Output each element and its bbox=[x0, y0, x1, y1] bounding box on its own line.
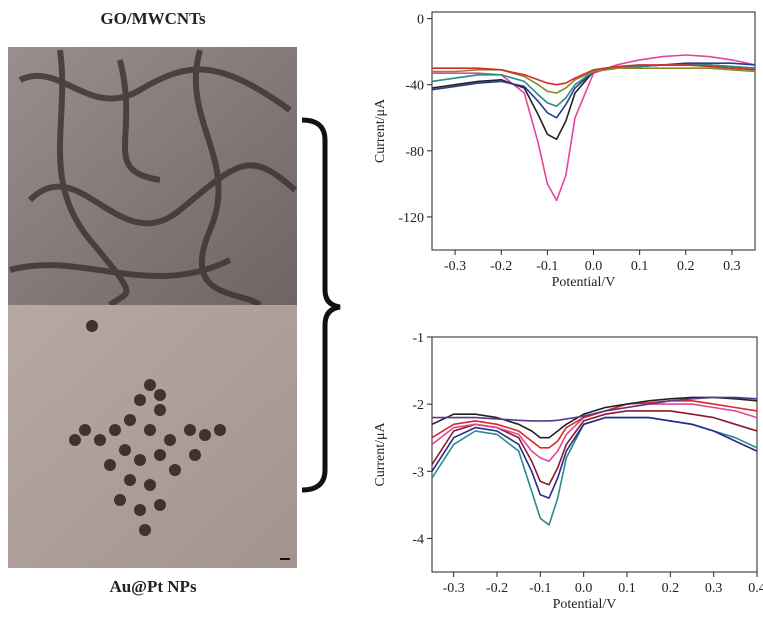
x-tick-label: 0.0 bbox=[585, 259, 603, 274]
curve bbox=[431, 416, 758, 499]
x-tick-label: -0.3 bbox=[444, 259, 466, 274]
curve bbox=[432, 64, 756, 86]
curve bbox=[431, 64, 756, 141]
x-tick-label: 0.2 bbox=[662, 581, 680, 596]
x-tick-label: -0.3 bbox=[443, 581, 465, 596]
x-tick-label: -0.2 bbox=[490, 259, 512, 274]
nanoparticles bbox=[69, 320, 226, 536]
x-tick-label: 0.2 bbox=[677, 259, 695, 274]
y-tick-label: 0 bbox=[417, 13, 424, 28]
y-tick-label: -1 bbox=[412, 331, 424, 346]
curve bbox=[432, 54, 756, 202]
x-tick-label: 0.0 bbox=[575, 581, 593, 596]
curve bbox=[431, 396, 758, 439]
x-tick-label: 0.3 bbox=[723, 259, 741, 274]
scale-bar bbox=[280, 558, 290, 560]
x-axis-title: Potential/V bbox=[553, 597, 617, 612]
tem-image bbox=[8, 305, 297, 568]
plot-frame bbox=[431, 336, 758, 573]
curve bbox=[432, 396, 758, 422]
plot-frame bbox=[431, 11, 756, 251]
y-tick-label: -40 bbox=[405, 79, 424, 94]
x-axis-title: Potential/V bbox=[552, 275, 616, 290]
x-tick-label: 0.4 bbox=[748, 581, 763, 596]
y-axis-title: Current/μA bbox=[373, 421, 388, 486]
x-tick-label: 0.3 bbox=[705, 581, 723, 596]
image-label: Au@Pt NPs bbox=[109, 577, 197, 596]
curve bbox=[431, 403, 758, 463]
y-tick-label: -120 bbox=[398, 211, 424, 226]
x-tick-label: -0.1 bbox=[536, 259, 558, 274]
y-tick-label: -80 bbox=[405, 145, 424, 160]
x-tick-label: -0.2 bbox=[486, 581, 508, 596]
y-axis-title: Current/μA bbox=[373, 98, 388, 163]
curve bbox=[431, 399, 758, 449]
curve bbox=[431, 416, 758, 526]
bracket bbox=[301, 117, 341, 493]
curve bbox=[431, 62, 756, 119]
y-tick-label: -4 bbox=[412, 532, 424, 547]
x-tick-label: 0.1 bbox=[631, 259, 649, 274]
image-label: GO/MWCNTs bbox=[100, 9, 206, 28]
y-tick-label: -3 bbox=[412, 465, 424, 480]
nanotubes bbox=[9, 49, 297, 308]
y-tick-label: -2 bbox=[412, 398, 424, 413]
x-tick-label: 0.1 bbox=[618, 581, 636, 596]
x-tick-label: -0.1 bbox=[529, 581, 551, 596]
